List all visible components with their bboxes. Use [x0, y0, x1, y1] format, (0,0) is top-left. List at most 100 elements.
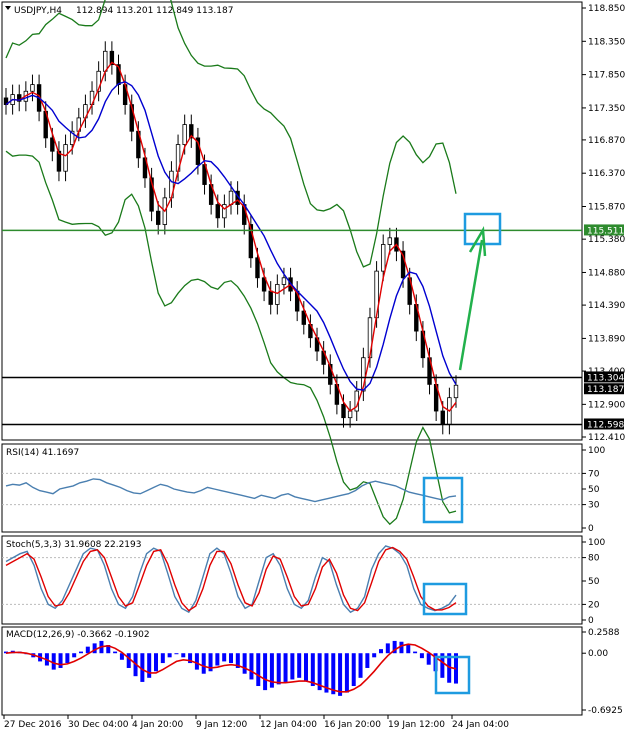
level-price-label: 113.304	[587, 373, 624, 383]
price-tick-label: 115.870	[588, 203, 625, 213]
macd-hist-bar	[72, 653, 77, 658]
time-tick-label: 30 Dec 04:00	[68, 720, 129, 730]
rsi-label: RSI(14) 41.1697	[6, 448, 79, 458]
macd-hist-bar	[106, 645, 111, 654]
lower-band-line	[5, 150, 457, 526]
macd-hist-bar	[290, 653, 295, 680]
macd-hist-bar	[324, 653, 329, 693]
macd-label: MACD(12,26,9) -0.3662 -0.1902	[6, 630, 150, 640]
level-price-tag	[584, 371, 624, 383]
price-tick-label: 118.350	[588, 37, 625, 47]
candle-body	[248, 224, 254, 259]
macd-hist-bar	[297, 653, 302, 678]
level-price-label: 112.598	[587, 420, 624, 430]
candle-body	[215, 204, 220, 219]
price-tick-label: 115.380	[588, 235, 625, 245]
candle-body	[440, 410, 445, 425]
indicator-tick-label: 70	[588, 469, 600, 479]
rsi-line	[5, 478, 457, 503]
price-tick-label: 116.870	[588, 136, 625, 146]
macd-hist-bar	[385, 643, 390, 654]
macd-hist-bar	[419, 653, 424, 659]
candle-body	[275, 284, 280, 305]
current-price-label: 113.187	[587, 385, 624, 395]
candle-body	[255, 257, 260, 279]
macd-hist-bar	[51, 653, 56, 670]
candle-body	[328, 363, 333, 385]
level-price-tag	[584, 224, 624, 236]
candle-body	[103, 50, 108, 72]
macd-hist-bar	[235, 653, 240, 668]
price-tick-label: 114.390	[588, 301, 625, 311]
main-price-panel	[1, 1, 583, 441]
indicator-tick-label: 0.00	[588, 649, 608, 659]
price-tick-label: 113.890	[588, 334, 625, 344]
macd-hist-bar	[331, 653, 336, 695]
macd-hist-bar	[344, 653, 349, 693]
macd-hist-bar	[440, 653, 445, 678]
candle-body	[149, 177, 154, 212]
macd-hist-bar	[58, 653, 63, 668]
candle-body	[222, 204, 227, 219]
candle-body	[400, 250, 406, 279]
macd-hist-bar	[263, 653, 268, 691]
time-tick-label: 16 Jan 20:00	[324, 720, 381, 730]
time-tick-label: 9 Jan 12:00	[196, 720, 248, 730]
level-price-label: 115.511	[587, 226, 624, 236]
macd-hist-bar	[338, 653, 343, 696]
indicator-tick-label: 100	[588, 446, 605, 456]
price-tick-label: 114.880	[588, 268, 625, 278]
symbol-label: USDJPY,H4	[14, 6, 62, 16]
price-tick-label: 112.410	[588, 433, 625, 443]
macd-hist-bar	[167, 653, 172, 658]
candle-body	[30, 84, 35, 92]
macd-hist-bar	[85, 646, 90, 654]
indicator-tick-label: 0	[588, 524, 594, 534]
indicator-tick-label: 100	[588, 538, 605, 548]
stoch-main-line	[5, 545, 457, 614]
annotation-up-arrow	[458, 239, 484, 371]
macd-hist-bar	[79, 651, 83, 654]
indicator-tick-label: 50	[588, 577, 600, 587]
indicator-tick-label: 0	[588, 616, 594, 626]
macd-hist-bar	[392, 640, 397, 654]
current-price-tag	[584, 383, 624, 395]
rsi-panel	[1, 443, 583, 533]
macd-hist-bar	[160, 653, 165, 664]
candle-body	[453, 384, 459, 399]
stoch-signal-line	[5, 546, 457, 612]
macd-hist-bar	[283, 653, 288, 682]
macd-hist-bar	[113, 651, 118, 654]
macd-hist-bar	[147, 653, 152, 678]
candle-body	[182, 124, 187, 145]
fast-ma-line	[5, 61, 457, 412]
macd-hist-bar	[413, 651, 418, 654]
candle-body	[347, 410, 353, 419]
triangle-down-icon[interactable]	[5, 6, 11, 10]
macd-hist-bar	[276, 653, 281, 685]
macd-hist-bar	[174, 653, 179, 655]
macd-hist-bar	[304, 653, 308, 682]
stoch-label: Stoch(5,3,3) 31.9608 22.2193	[6, 540, 141, 550]
macd-hist-bar	[194, 653, 199, 670]
time-tick-label: 4 Jan 20:00	[132, 720, 184, 730]
time-tick-label: 19 Jan 12:00	[388, 720, 445, 730]
macd-hist-bar	[119, 653, 124, 660]
macd-hist-bar	[351, 653, 356, 687]
annotation-macd-box	[434, 655, 471, 695]
price-tick-label: 117.850	[588, 71, 625, 81]
macd-hist-bar	[215, 653, 220, 666]
price-tick-label: 117.350	[588, 104, 625, 114]
candle-body	[261, 277, 267, 292]
candle-body	[341, 403, 346, 419]
macd-hist-bar	[140, 653, 145, 682]
macd-hist-bar	[229, 653, 233, 664]
price-tick-label: 113.400	[588, 367, 625, 377]
candle-body	[268, 290, 273, 305]
macd-hist-bar	[154, 653, 158, 672]
candle-body	[17, 94, 22, 102]
candle-body	[50, 137, 55, 152]
candle-body	[281, 277, 287, 285]
